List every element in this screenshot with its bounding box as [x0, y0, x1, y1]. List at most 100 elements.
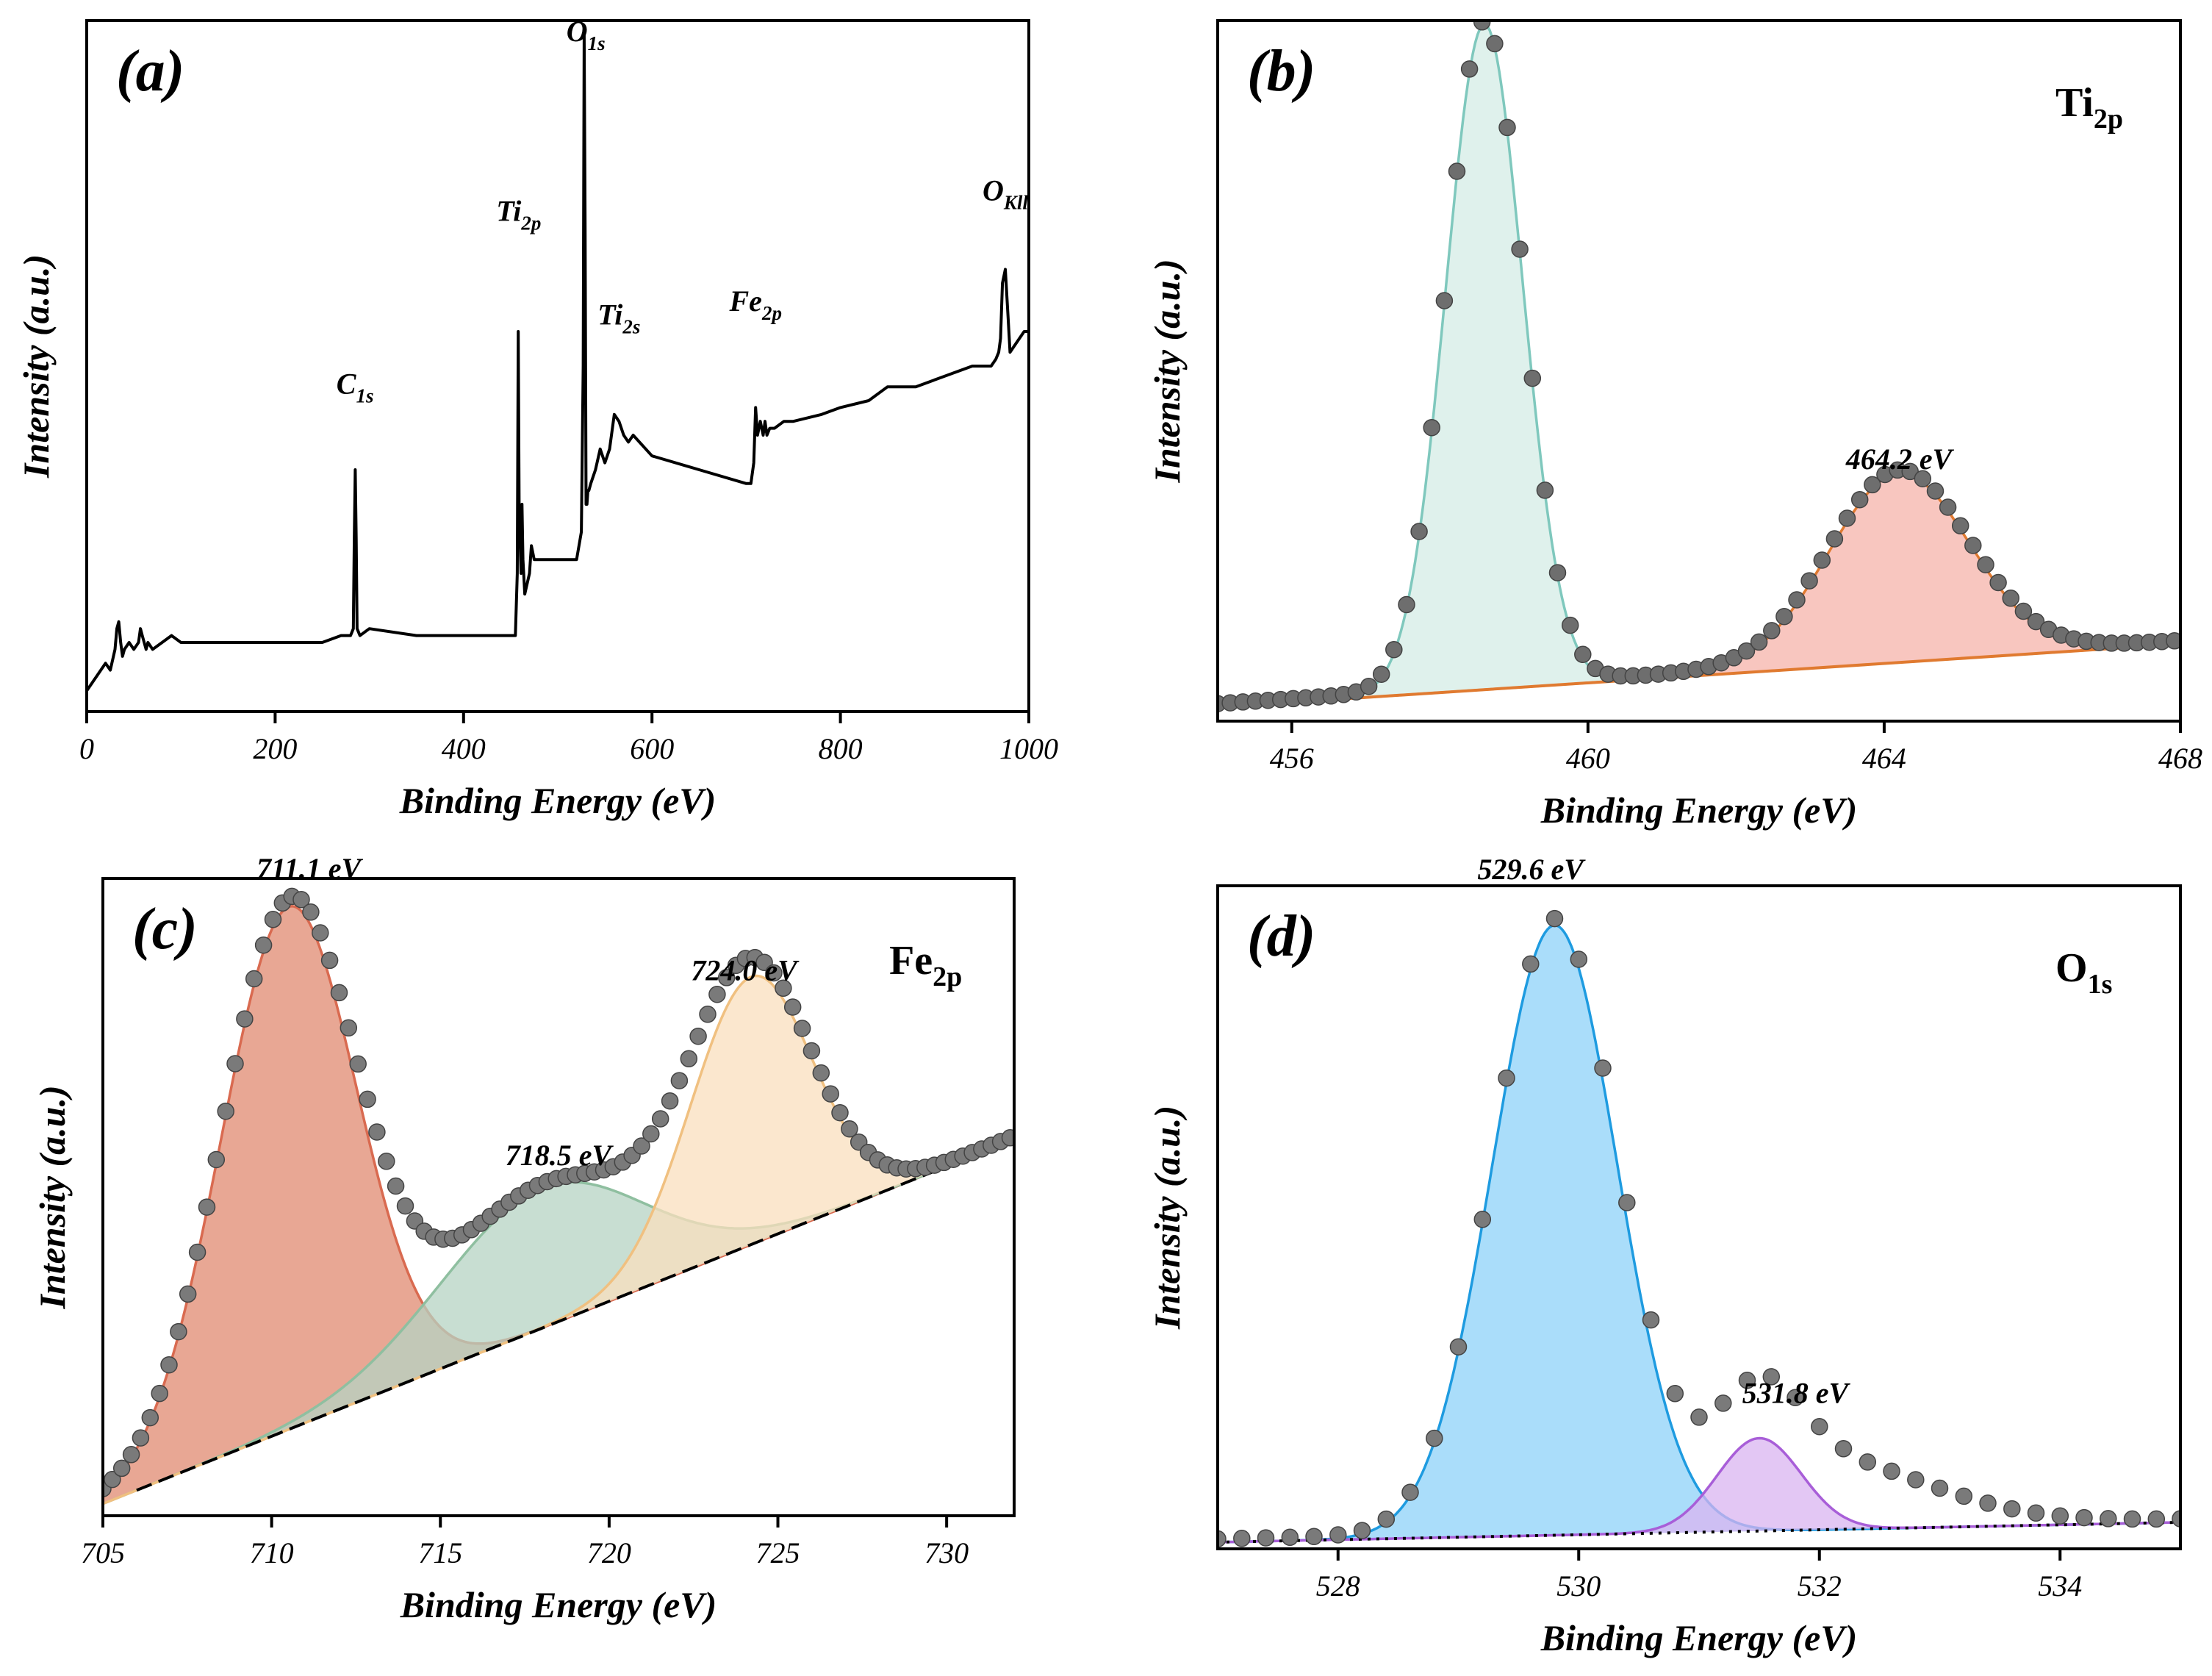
data-point: [699, 1006, 717, 1023]
data-point: [378, 1153, 395, 1170]
x-axis-title: Binding Energy (eV): [400, 1584, 717, 1625]
corner-label-sub: 2p: [933, 961, 962, 992]
x-tick-label: 532: [1798, 1569, 1842, 1602]
data-point: [320, 951, 339, 970]
data-point: [132, 1429, 150, 1447]
data-point: [340, 1019, 358, 1037]
x-tick-label: 200: [253, 732, 297, 765]
data-point: [1825, 530, 1844, 548]
corner-label-base: Fe: [889, 938, 933, 984]
x-tick-label: 530: [1556, 1569, 1601, 1602]
data-point: [1955, 1487, 1973, 1505]
plot-frame: [85, 19, 1030, 713]
data-point: [2027, 1504, 2045, 1522]
data-point: [2003, 1500, 2021, 1518]
data-point: [1473, 1211, 1492, 1228]
data-point: [1787, 1389, 1804, 1407]
data-point: [1914, 470, 1932, 487]
data-point: [802, 1042, 821, 1060]
x-tick-label: 720: [587, 1536, 631, 1569]
y-axis-title: Intensity (a.u.): [32, 1085, 73, 1309]
data-point: [207, 1150, 226, 1169]
corner-label-sub: 1s: [2088, 969, 2113, 1000]
peak-fill-2: [1218, 473, 2180, 707]
data-point: [1353, 1522, 1371, 1539]
x-axis-title: Binding Energy (eV): [1540, 1617, 1858, 1658]
data-point: [1834, 1440, 1853, 1458]
peak-fill-1: [1218, 925, 2180, 1542]
peak-fill-1: [103, 906, 1014, 1504]
data-point: [633, 1137, 650, 1155]
data-point: [1218, 1530, 1227, 1548]
series-line-survey: [87, 32, 1029, 692]
element-peak-label: Fe2p: [729, 284, 782, 324]
data-point: [1281, 1528, 1299, 1547]
data-point: [1385, 640, 1403, 659]
x-tick-label: 468: [2158, 742, 2202, 775]
corner-label-base: O: [2055, 945, 2088, 991]
data-point: [1907, 1471, 1925, 1489]
data-point: [312, 924, 329, 942]
data-point: [1449, 1338, 1468, 1356]
x-tick-label: 800: [819, 732, 863, 765]
data-point: [680, 1050, 698, 1068]
data-point: [1305, 1528, 1323, 1546]
data-point: [670, 1072, 689, 1089]
data-point: [708, 985, 726, 1003]
corner-label: O1s: [2055, 945, 2112, 1000]
data-point: [642, 1125, 660, 1143]
x-tick-label: 1000: [999, 732, 1058, 765]
plot-area: [103, 887, 1014, 1505]
peak-annotation: 724.0 eV: [691, 954, 800, 987]
x-tick-label: 705: [81, 1536, 125, 1569]
panel-b: 456 460 464 468 Binding Energy (eV) Intensity…: [1146, 19, 2202, 831]
element-symbol: C: [337, 368, 357, 401]
element-symbol: O: [567, 15, 588, 48]
data-point: [1545, 909, 1564, 928]
data-point: [179, 1285, 197, 1303]
data-point: [1372, 665, 1390, 683]
data-points: [103, 887, 1014, 1497]
y-axis-title: Intensity (a.u.): [15, 254, 57, 479]
peak-curve-1: [1218, 22, 2180, 709]
data-point: [1850, 490, 1869, 509]
data-point: [1523, 369, 1542, 387]
peak-fill-3: [103, 975, 1014, 1504]
data-point: [1964, 537, 1982, 554]
baseline: [136, 1145, 998, 1492]
data-point: [1763, 622, 1781, 640]
data-point: [1811, 1417, 1828, 1436]
x-tick-label: 710: [250, 1536, 294, 1569]
data-point: [1398, 595, 1415, 614]
data-point: [1001, 1129, 1014, 1147]
peak-fill-1: [1218, 24, 2180, 707]
data-point: [1410, 523, 1428, 540]
data-point: [2172, 1510, 2180, 1528]
x-tick-label: 715: [418, 1536, 462, 1569]
data-point: [1448, 162, 1466, 180]
data-point: [831, 1103, 849, 1122]
data-point: [170, 1322, 187, 1341]
data-point: [775, 979, 792, 998]
data-point: [1750, 633, 1768, 651]
peak-annotation: 718.5 eV: [506, 1139, 614, 1172]
x-tick-label: 0: [79, 732, 94, 765]
data-point: [1401, 1483, 1419, 1501]
x-tick-label: 460: [1566, 742, 1610, 775]
data-point: [188, 1243, 207, 1261]
panel-label: (b): [1247, 39, 1315, 104]
peak-annotation: 529.6 eV: [1478, 853, 1587, 886]
data-point: [245, 970, 263, 988]
x-tick-label: 464: [1862, 742, 1906, 775]
data-point: [1522, 955, 1540, 973]
data-point: [236, 1010, 254, 1028]
data-point: [2100, 1510, 2117, 1528]
data-point: [1864, 476, 1881, 494]
data-point: [1423, 418, 1440, 437]
x-tick-label: 600: [630, 732, 674, 765]
data-point: [2014, 602, 2033, 620]
data-point: [689, 1027, 707, 1045]
data-point: [254, 936, 273, 954]
corner-label-base: Ti: [2055, 80, 2094, 126]
element-symbol: O: [983, 173, 1004, 207]
